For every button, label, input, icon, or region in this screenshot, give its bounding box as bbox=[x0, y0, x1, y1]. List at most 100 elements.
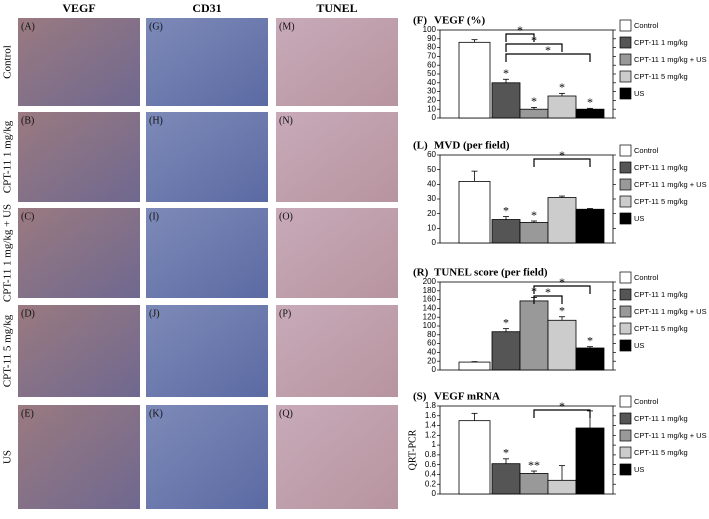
micrograph bbox=[146, 208, 268, 298]
y-tick-label: 40 bbox=[427, 179, 436, 188]
panel-letter: (D) bbox=[21, 308, 35, 319]
bracket bbox=[533, 409, 591, 418]
y-tick-label: 1.8 bbox=[425, 401, 437, 410]
row-label: Control bbox=[2, 45, 14, 79]
panel-letter: (G) bbox=[149, 21, 163, 32]
micrograph bbox=[276, 208, 398, 298]
bar bbox=[547, 479, 577, 495]
bar bbox=[519, 222, 549, 244]
column-header: TUNEL bbox=[316, 1, 357, 15]
y-tick-label: 10 bbox=[427, 223, 436, 232]
y-tick-label: 100 bbox=[423, 25, 437, 34]
significance-star: * bbox=[503, 315, 509, 329]
micrograph bbox=[18, 112, 140, 202]
legend-swatch bbox=[619, 53, 632, 66]
legend-swatch bbox=[619, 463, 632, 476]
legend-label: US bbox=[634, 89, 644, 98]
bar bbox=[547, 95, 577, 119]
significance-star: * bbox=[531, 208, 537, 222]
legend-swatch bbox=[619, 36, 632, 49]
legend-swatch bbox=[619, 70, 632, 83]
legend-label: CPT-11 5 mg/kg bbox=[634, 197, 688, 206]
y-tick-label: 70 bbox=[427, 52, 436, 61]
legend-label: Control bbox=[634, 146, 659, 155]
y-tick-label: 60 bbox=[427, 150, 436, 159]
legend-swatch bbox=[619, 288, 632, 301]
y-tick-label: 0 bbox=[432, 365, 437, 374]
bracket-label: * bbox=[517, 23, 523, 37]
y-tick-label: 0 bbox=[432, 238, 437, 247]
panel-letter: (K) bbox=[149, 408, 163, 419]
panel-letter: (O) bbox=[279, 211, 293, 222]
bracket bbox=[533, 295, 563, 304]
micrograph bbox=[146, 305, 268, 397]
bar bbox=[491, 219, 521, 244]
significance-star: * bbox=[503, 66, 509, 80]
bar bbox=[491, 463, 521, 495]
y-tick-label: 0 bbox=[432, 113, 437, 122]
significance-star: * bbox=[503, 203, 509, 217]
panel-letter: (B) bbox=[21, 115, 34, 126]
y-tick-label: 50 bbox=[427, 165, 436, 174]
micrograph bbox=[146, 18, 268, 106]
significance-star: * bbox=[587, 333, 593, 347]
legend-label: CPT-11 1 mg/kg bbox=[634, 163, 688, 172]
panel-letter: (R) bbox=[413, 267, 429, 279]
y-tick-label: 40 bbox=[427, 348, 436, 357]
bar bbox=[491, 331, 521, 371]
panel-letter: (I) bbox=[149, 211, 159, 222]
legend-label: CPT-11 1 mg/kg bbox=[634, 290, 688, 299]
row-label: CPT-11 5 mg/kg bbox=[2, 314, 14, 387]
bar bbox=[458, 180, 491, 244]
y-tick-label: 100 bbox=[423, 321, 437, 330]
micrograph bbox=[18, 405, 140, 509]
legend-swatch bbox=[619, 446, 632, 459]
bar bbox=[458, 420, 491, 495]
bar bbox=[575, 108, 605, 119]
panel-letter: (P) bbox=[279, 308, 291, 319]
chart-title: MVD (per field) bbox=[434, 140, 510, 152]
bar bbox=[491, 82, 521, 119]
legend-swatch bbox=[619, 305, 632, 318]
legend-label: US bbox=[634, 214, 644, 223]
micrograph bbox=[276, 18, 398, 106]
bar bbox=[458, 41, 491, 119]
legend-label: CPT-11 1 mg/kg + US bbox=[634, 431, 707, 440]
bracket-label: * bbox=[531, 33, 537, 47]
legend-label: CPT-11 1 mg/kg + US bbox=[634, 55, 707, 64]
y-tick-label: 80 bbox=[427, 330, 436, 339]
micrograph bbox=[146, 112, 268, 202]
bar bbox=[519, 300, 549, 371]
bar bbox=[547, 197, 577, 244]
y-tick-label: 1.6 bbox=[425, 411, 437, 420]
panel-letter: (H) bbox=[149, 115, 163, 126]
significance-star: * bbox=[503, 446, 509, 460]
legend-swatch bbox=[619, 161, 632, 174]
legend-label: CPT-11 5 mg/kg bbox=[634, 448, 688, 457]
panel-letter: (J) bbox=[149, 308, 160, 319]
micrograph bbox=[18, 208, 140, 298]
y-tick-label: 1.4 bbox=[425, 421, 437, 430]
bracket-label: * bbox=[545, 43, 551, 57]
micrograph bbox=[18, 18, 140, 106]
y-tick-label: 0 bbox=[432, 489, 437, 498]
panel-letter: (L) bbox=[413, 140, 428, 152]
bracket bbox=[533, 285, 591, 294]
y-tick-label: 30 bbox=[427, 87, 436, 96]
significance-star: * bbox=[531, 94, 537, 108]
y-tick-label: 60 bbox=[427, 339, 436, 348]
panel-letter: (C) bbox=[21, 211, 34, 222]
panel-letter: (N) bbox=[279, 115, 293, 126]
y-tick-label: 120 bbox=[423, 312, 437, 321]
legend-label: CPT-11 5 mg/kg bbox=[634, 324, 688, 333]
y-tick-label: 0.8 bbox=[425, 450, 437, 459]
legend-swatch bbox=[619, 195, 632, 208]
y-tick-label: 80 bbox=[427, 43, 436, 52]
bar bbox=[519, 473, 549, 495]
y-tick-label: 40 bbox=[427, 78, 436, 87]
bracket-label: * bbox=[559, 148, 565, 162]
micrograph bbox=[276, 405, 398, 509]
y-tick-label: 0.4 bbox=[425, 470, 437, 479]
bar bbox=[458, 361, 491, 371]
bracket bbox=[505, 43, 563, 52]
